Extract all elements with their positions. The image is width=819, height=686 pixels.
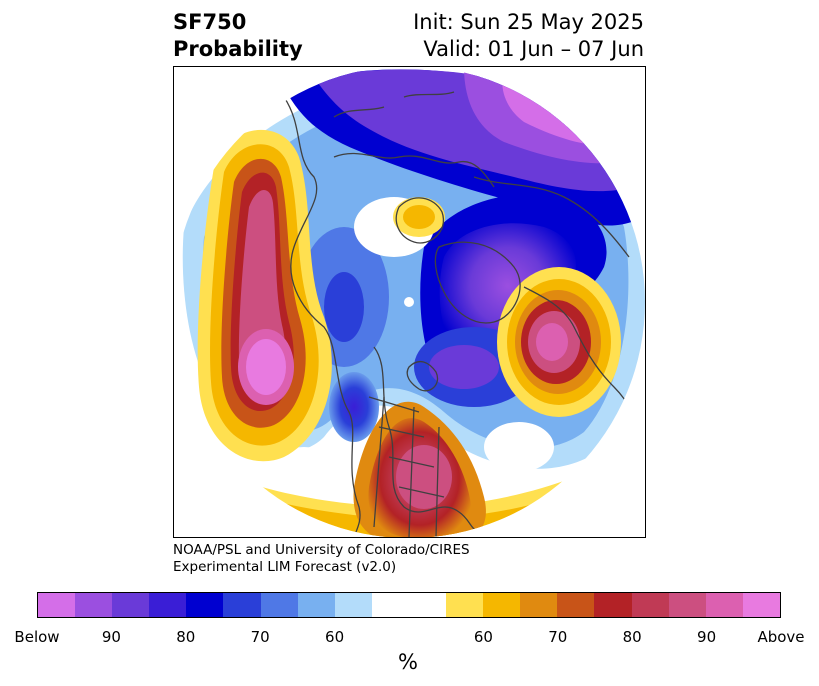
colorbar-unit: % (398, 650, 418, 674)
colorbar-swatch (631, 593, 669, 617)
colorbar-swatch (186, 593, 224, 617)
credit-line-2: Experimental LIM Forecast (v2.0) (173, 559, 397, 575)
colorbar-tick-label: 90 (697, 628, 717, 646)
colorbar-tick-label: 80 (176, 628, 196, 646)
colorbar-tick-label: 80 (622, 628, 642, 646)
colorbar-swatch (260, 593, 298, 617)
colorbar-tick-label: Below (14, 628, 60, 646)
colorbar-swatch (705, 593, 743, 617)
colorbar-swatch (668, 593, 706, 617)
colorbar-swatch (297, 593, 335, 617)
credit-line-1: NOAA/PSL and University of Colorado/CIRE… (173, 542, 470, 558)
colorbar-tick-label: 90 (101, 628, 121, 646)
colorbar-swatch (223, 593, 261, 617)
colorbar-swatch (557, 593, 595, 617)
colorbar-swatch (112, 593, 150, 617)
colorbar-swatch (408, 593, 447, 617)
valid-range: Valid: 01 Jun – 07 Jun (423, 37, 644, 61)
forecast-field (174, 67, 645, 537)
colorbar-tick-labels: Below 90 80 70 60 60 70 80 90 Above (0, 628, 819, 648)
colorbar-tick-label: 60 (325, 628, 345, 646)
variable-name: SF750 (173, 10, 247, 34)
polar-map-svg (174, 67, 645, 537)
colorbar-swatch (75, 593, 113, 617)
colorbar-swatch (38, 593, 76, 617)
colorbar-swatch (446, 593, 484, 617)
colorbar-swatch (334, 593, 372, 617)
credit-text: NOAA/PSL and University of Colorado/CIRE… (173, 542, 470, 576)
colorbar-swatch (371, 593, 409, 617)
forecast-dates: Init: Sun 25 May 2025 Valid: 01 Jun – 07… (413, 9, 644, 63)
colorbar-tick-label: Above (757, 628, 805, 646)
colorbar-swatch (520, 593, 558, 617)
colorbar (37, 592, 781, 618)
colorbar-swatch (594, 593, 632, 617)
colorbar-tick-label: 70 (548, 628, 568, 646)
probability-map (173, 66, 646, 538)
north-pole-marker (404, 297, 414, 307)
map-subtitle: Probability (173, 37, 303, 61)
colorbar-swatch (483, 593, 521, 617)
init-date: Init: Sun 25 May 2025 (413, 10, 644, 34)
colorbar-swatch (149, 593, 187, 617)
colorbar-swatch (742, 593, 780, 617)
colorbar-tick-label: 70 (250, 628, 270, 646)
map-title: SF750 Probability (173, 9, 303, 63)
colorbar-tick-label: 60 (473, 628, 493, 646)
